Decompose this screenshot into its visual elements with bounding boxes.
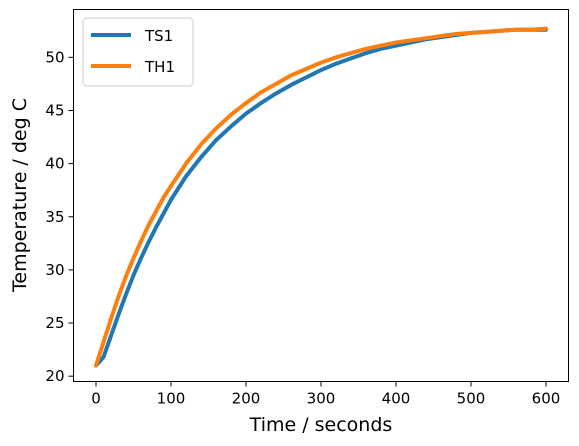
series-line-th1 [94,26,548,368]
legend-box [82,17,194,87]
x-tick-label: 500 [457,390,486,408]
x-tick-label: 400 [382,390,411,408]
x-axis-label: Time / seconds [249,414,393,436]
x-tick-label: 100 [157,390,186,408]
x-tick-label: 600 [532,390,561,408]
x-tick-label: 200 [232,390,261,408]
y-tick-label: 35 [45,208,64,226]
legend-label-th1: TH1 [144,58,175,76]
y-tick-label: 45 [45,101,64,119]
y-axis: 20 25 30 35 40 45 50 [45,48,74,385]
y-tick-label: 50 [45,48,64,66]
y-tick-label: 40 [45,155,64,173]
legend-label-ts1: TS1 [144,27,173,45]
y-tick-label: 30 [45,261,64,279]
x-tick-label: 300 [307,390,336,408]
y-tick-label: 25 [45,314,64,332]
series-lines [94,26,548,368]
y-tick-label: 20 [45,367,64,385]
x-axis: 0 100 200 300 400 500 600 [91,381,561,408]
legend: TS1 TH1 [82,17,194,87]
y-axis-label: Temperature / deg C [9,98,31,293]
x-tick-label: 0 [91,390,101,408]
